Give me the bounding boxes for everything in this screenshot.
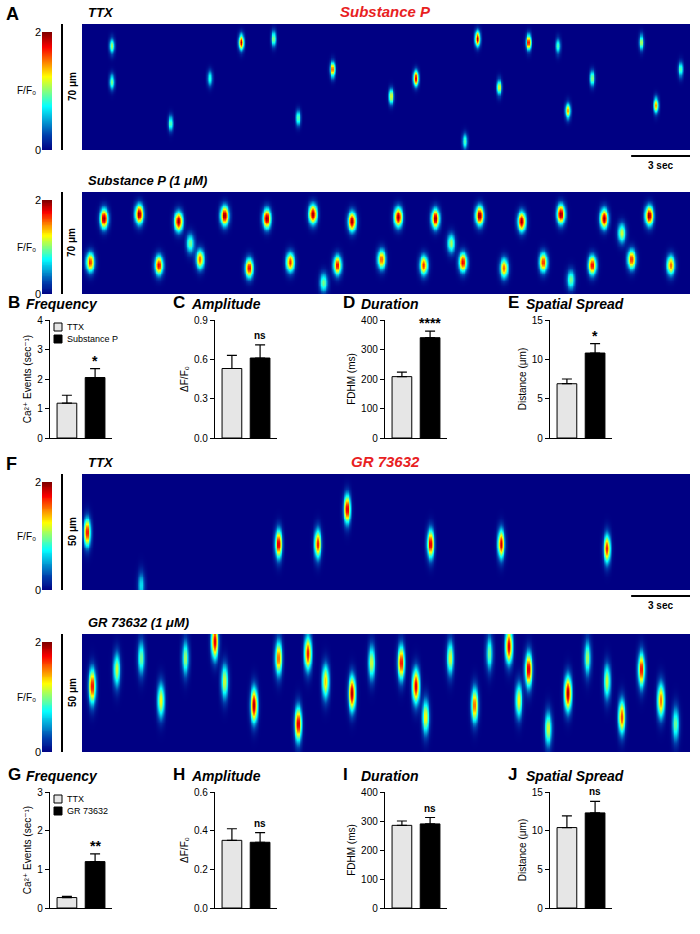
svg-text:0: 0 [35, 144, 41, 156]
svg-text:0: 0 [37, 903, 43, 914]
svg-text:400: 400 [361, 787, 378, 798]
svg-text:**: ** [90, 838, 101, 854]
svg-text:2: 2 [37, 374, 43, 385]
svg-text:F/F₀: F/F₀ [17, 531, 36, 542]
svg-text:200: 200 [361, 374, 378, 385]
svg-text:*: * [92, 353, 98, 369]
svg-text:300: 300 [361, 816, 378, 827]
svg-text:FDHM (ms): FDHM (ms) [346, 353, 357, 405]
svg-text:0: 0 [35, 288, 41, 300]
svg-text:TTX: TTX [88, 5, 114, 20]
svg-text:TTX: TTX [88, 455, 114, 470]
svg-text:F/F₀: F/F₀ [17, 242, 36, 253]
svg-text:10: 10 [532, 825, 544, 836]
svg-text:70 μm: 70 μm [67, 72, 78, 101]
svg-text:2: 2 [35, 476, 41, 488]
svg-text:0.2: 0.2 [194, 864, 208, 875]
svg-text:0: 0 [35, 746, 41, 758]
svg-text:D: D [343, 293, 355, 312]
svg-text:0.4: 0.4 [194, 825, 208, 836]
svg-text:Ca²⁺ Events (sec⁻¹): Ca²⁺ Events (sec⁻¹) [22, 806, 33, 894]
svg-text:A: A [6, 4, 19, 24]
svg-text:50 μm: 50 μm [67, 517, 78, 546]
svg-text:0.3: 0.3 [194, 393, 208, 404]
svg-text:FDHM (ms): FDHM (ms) [346, 824, 357, 876]
svg-text:ns: ns [254, 818, 266, 829]
svg-text:Amplitude: Amplitude [191, 296, 261, 312]
svg-text:F/F₀: F/F₀ [17, 692, 36, 703]
svg-text:50 μm: 50 μm [67, 678, 78, 707]
svg-text:GR 73632 (1 μM): GR 73632 (1 μM) [88, 615, 189, 630]
svg-text:E: E [508, 293, 519, 312]
svg-text:Substance P (1 μM): Substance P (1 μM) [88, 173, 207, 188]
svg-text:ns: ns [254, 330, 266, 341]
svg-text:Substance P: Substance P [340, 3, 431, 20]
svg-text:3 sec: 3 sec [648, 600, 673, 611]
svg-text:Ca²⁺ Events (sec⁻¹): Ca²⁺ Events (sec⁻¹) [22, 335, 33, 423]
svg-text:C: C [173, 293, 185, 312]
svg-text:100: 100 [361, 403, 378, 414]
svg-text:ΔF/F₀: ΔF/F₀ [179, 366, 190, 392]
svg-text:15: 15 [532, 787, 544, 798]
svg-text:J: J [508, 765, 517, 784]
svg-text:ΔF/F₀: ΔF/F₀ [179, 837, 190, 863]
svg-text:2: 2 [35, 636, 41, 648]
svg-text:0: 0 [372, 903, 378, 914]
svg-text:0.6: 0.6 [194, 354, 208, 365]
svg-text:ns: ns [589, 786, 601, 797]
svg-text:GR 73632: GR 73632 [67, 806, 108, 816]
svg-text:TTX: TTX [67, 322, 84, 332]
svg-text:2: 2 [35, 194, 41, 206]
svg-text:Distance (μm): Distance (μm) [517, 819, 528, 881]
svg-text:F: F [6, 454, 17, 474]
svg-text:Spatial Spread: Spatial Spread [526, 296, 624, 312]
svg-text:Substance P: Substance P [67, 334, 118, 344]
svg-text:Spatial Spread: Spatial Spread [526, 768, 624, 784]
svg-text:Amplitude: Amplitude [191, 768, 261, 784]
svg-text:15: 15 [532, 315, 544, 326]
svg-text:I: I [343, 765, 348, 784]
svg-text:H: H [173, 765, 185, 784]
svg-text:Frequency: Frequency [26, 296, 98, 312]
svg-text:****: **** [419, 315, 441, 331]
svg-text:G: G [8, 765, 21, 784]
svg-text:100: 100 [361, 874, 378, 885]
svg-text:0.6: 0.6 [194, 787, 208, 798]
svg-text:400: 400 [361, 315, 378, 326]
svg-text:Duration: Duration [361, 296, 419, 312]
svg-text:3: 3 [37, 344, 43, 355]
svg-text:0: 0 [537, 903, 543, 914]
svg-text:1: 1 [37, 403, 43, 414]
svg-text:300: 300 [361, 344, 378, 355]
svg-text:70 μm: 70 μm [66, 228, 77, 257]
svg-text:3 sec: 3 sec [648, 160, 673, 171]
svg-text:ns: ns [424, 803, 436, 814]
svg-text:Duration: Duration [361, 768, 419, 784]
svg-text:2: 2 [37, 825, 43, 836]
svg-text:5: 5 [537, 393, 543, 404]
svg-text:0.9: 0.9 [194, 315, 208, 326]
svg-text:10: 10 [532, 354, 544, 365]
svg-text:Frequency: Frequency [26, 768, 98, 784]
svg-text:0: 0 [537, 433, 543, 444]
svg-text:1: 1 [37, 864, 43, 875]
svg-text:3: 3 [37, 787, 43, 798]
svg-text:Distance (μm): Distance (μm) [517, 348, 528, 410]
svg-text:B: B [8, 293, 20, 312]
svg-text:5: 5 [537, 864, 543, 875]
svg-text:0: 0 [372, 433, 378, 444]
svg-text:TTX: TTX [67, 794, 84, 804]
svg-text:*: * [592, 328, 598, 344]
svg-text:200: 200 [361, 845, 378, 856]
svg-text:4: 4 [37, 315, 43, 326]
svg-text:0.0: 0.0 [194, 903, 208, 914]
svg-text:F/F₀: F/F₀ [17, 85, 36, 96]
svg-text:GR 73632: GR 73632 [351, 453, 420, 470]
svg-text:0.0: 0.0 [194, 433, 208, 444]
svg-text:0: 0 [37, 433, 43, 444]
svg-text:0: 0 [35, 584, 41, 596]
svg-text:2: 2 [35, 26, 41, 38]
